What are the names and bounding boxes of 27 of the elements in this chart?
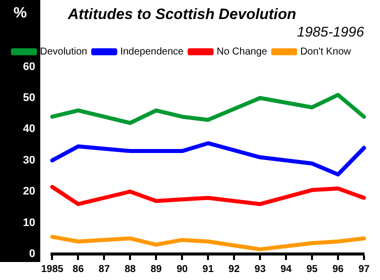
y-tick-label: 20 bbox=[22, 186, 36, 198]
x-tick-label: 97 bbox=[358, 264, 370, 275]
y-axis-title: % bbox=[13, 4, 27, 22]
x-tick-label: 90 bbox=[176, 264, 188, 275]
legend-label: Don't Know bbox=[300, 46, 352, 58]
x-tick-label: 87 bbox=[98, 264, 110, 275]
legend-label: Independence bbox=[120, 46, 184, 58]
y-tick-label: 60 bbox=[22, 60, 36, 73]
x-tick-label: 86 bbox=[72, 264, 84, 275]
x-tick-label: 95 bbox=[306, 264, 318, 275]
y-tick-label: 10 bbox=[22, 216, 36, 229]
y-tick-label: 40 bbox=[22, 123, 36, 136]
x-tick-label: 92 bbox=[228, 264, 240, 275]
legend-label: No Change bbox=[216, 46, 268, 58]
y-tick-label: 30 bbox=[22, 154, 36, 166]
x-tick-label: 89 bbox=[150, 264, 162, 275]
x-tick-label: 1985 bbox=[41, 264, 64, 275]
y-tick-label: 0 bbox=[29, 248, 36, 260]
chart-subtitle: 1985-1996 bbox=[297, 23, 364, 40]
legend-label: Devolution bbox=[40, 46, 88, 58]
x-tick-label: 94 bbox=[280, 264, 292, 275]
x-tick-label: 96 bbox=[332, 264, 344, 275]
x-tick-label: 88 bbox=[124, 264, 136, 275]
chart-title: Attitudes to Scottish Devolution bbox=[66, 6, 296, 24]
y-tick-label: 50 bbox=[22, 92, 36, 104]
x-tick-label: 91 bbox=[202, 264, 214, 275]
x-tick-label: 93 bbox=[254, 264, 266, 275]
